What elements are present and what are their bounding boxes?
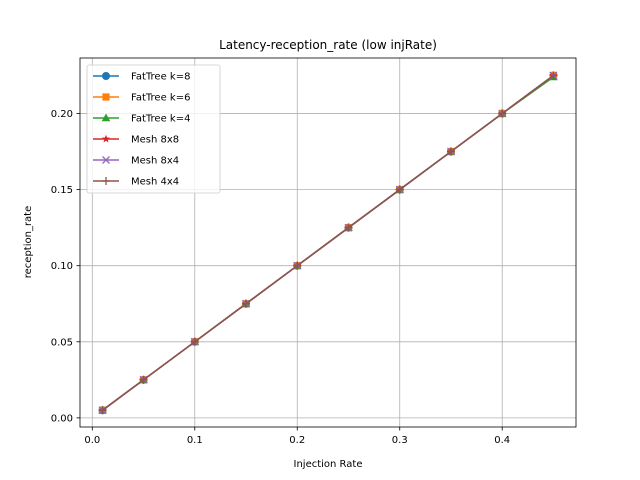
legend-marker <box>101 113 111 122</box>
legend-label: FatTree k=6 <box>131 93 190 104</box>
y-tick-label: 0.00 <box>51 413 73 424</box>
legend-marker <box>101 134 111 143</box>
legend-label: FatTree k=4 <box>131 114 190 125</box>
chart-title: Latency-reception_rate (low injRate) <box>219 38 437 52</box>
legend-marker <box>102 177 110 185</box>
series-line <box>102 74 554 411</box>
legend-item: FatTree k=8 <box>93 72 190 83</box>
legend-marker <box>102 156 110 164</box>
legend-label: FatTree k=8 <box>131 72 190 83</box>
legend-label: Mesh 8x8 <box>131 135 179 146</box>
plot-frame <box>79 57 577 428</box>
legend-item: FatTree k=4 <box>93 113 190 125</box>
data-point <box>446 147 455 156</box>
legend-marker <box>102 72 110 80</box>
data-point <box>395 185 404 194</box>
y-tick-label: 0.15 <box>51 185 73 196</box>
legend-item: FatTree k=6 <box>93 93 190 104</box>
data-point <box>242 299 251 308</box>
legend-item: Mesh 8x8 <box>93 135 179 146</box>
data-point <box>190 337 199 346</box>
x-tick-label: 0.4 <box>494 435 510 446</box>
y-axis-label: reception_rate <box>23 206 34 279</box>
y-axis-ticks: 0.00 0.05 0.10 0.15 0.20 <box>51 109 80 424</box>
x-tick-label: 0.2 <box>289 435 305 446</box>
data-point <box>498 109 507 118</box>
legend-label: Mesh 4x4 <box>131 177 179 188</box>
legend-frame <box>86 64 221 194</box>
legend: FatTree k=8 FatTree k=6 FatTree k=4 Mesh 8x… <box>86 64 221 194</box>
data-point <box>98 406 107 415</box>
y-tick-label: 0.05 <box>51 337 73 348</box>
y-tick-label: 0.20 <box>51 109 73 120</box>
legend-item: Mesh 8x4 <box>93 156 179 167</box>
series-group <box>98 71 558 415</box>
x-axis-label: Injection Rate <box>294 459 363 470</box>
data-point <box>139 375 148 384</box>
legend-label: Mesh 8x4 <box>131 156 179 167</box>
x-axis-ticks: 0.0 0.1 0.2 0.3 0.4 <box>84 427 510 446</box>
series-mesh-4x4 <box>98 71 558 415</box>
x-tick-label: 0.3 <box>392 435 408 446</box>
x-tick-label: 0.1 <box>187 435 203 446</box>
data-point <box>549 71 558 80</box>
legend-marker <box>102 93 110 101</box>
data-point <box>344 223 353 232</box>
data-point <box>293 261 302 270</box>
y-tick-label: 0.10 <box>51 261 73 272</box>
x-tick-label: 0.0 <box>84 435 100 446</box>
legend-item: Mesh 4x4 <box>93 177 179 188</box>
